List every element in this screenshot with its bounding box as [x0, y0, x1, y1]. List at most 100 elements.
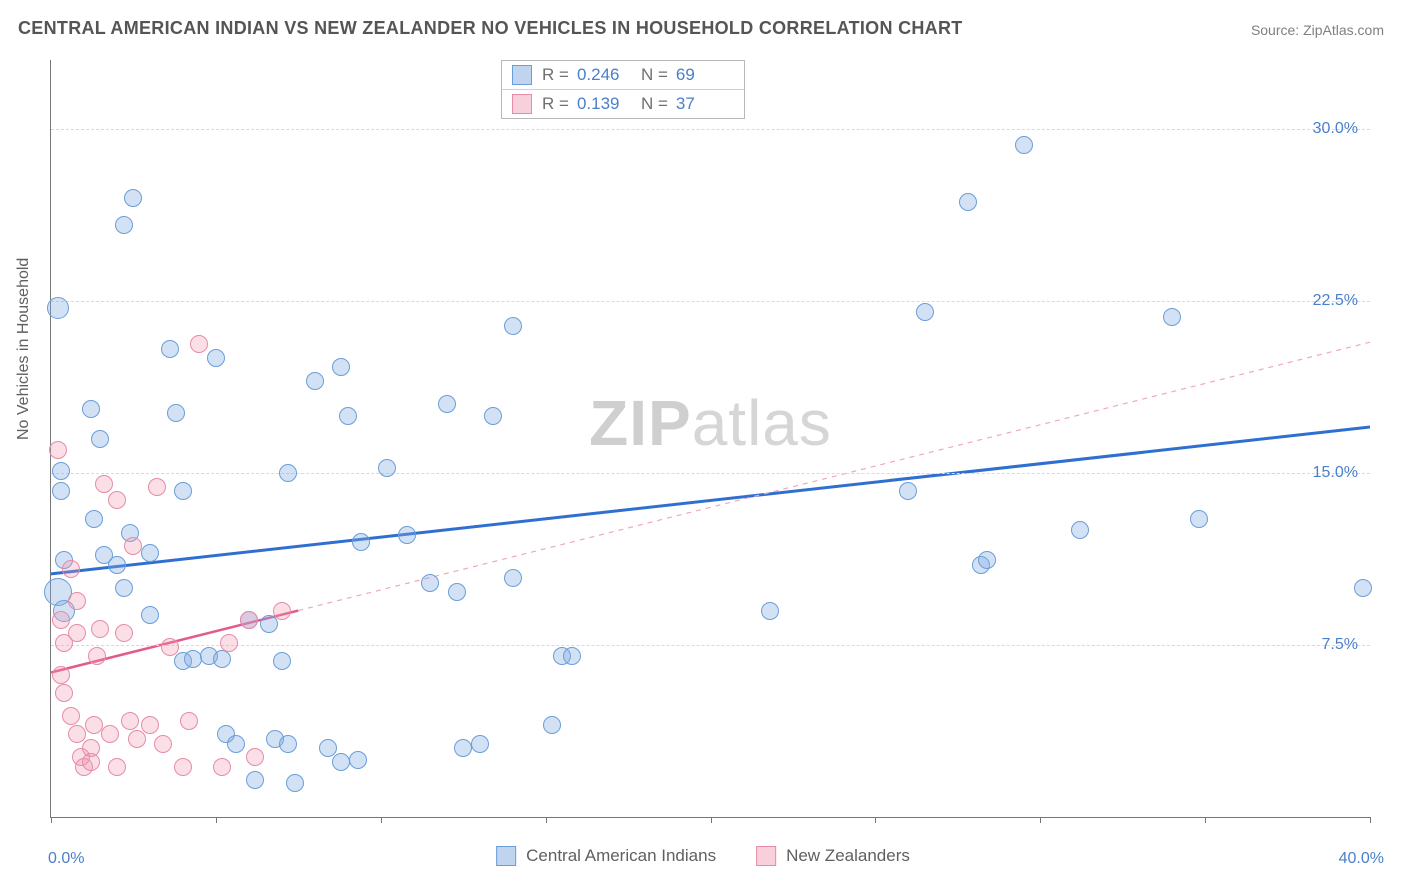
- scatter-point-nz: [108, 491, 126, 509]
- scatter-point-nz: [115, 624, 133, 642]
- stats-row-nz: R = 0.139 N = 37: [502, 89, 744, 118]
- scatter-point-nz: [95, 475, 113, 493]
- scatter-point-nz: [121, 712, 139, 730]
- legend-label: Central American Indians: [526, 846, 716, 866]
- r-label: R =: [542, 94, 569, 114]
- scatter-point-nz: [101, 725, 119, 743]
- scatter-point-cai: [279, 464, 297, 482]
- r-label: R =: [542, 65, 569, 85]
- scatter-point-cai: [398, 526, 416, 544]
- chart-title: CENTRAL AMERICAN INDIAN VS NEW ZEALANDER…: [18, 18, 963, 39]
- x-tick-mark: [875, 817, 876, 823]
- x-tick-mark: [51, 817, 52, 823]
- scatter-point-nz: [91, 620, 109, 638]
- scatter-point-cai: [543, 716, 561, 734]
- x-axis-max-label: 40.0%: [1339, 850, 1384, 868]
- scatter-point-cai: [332, 753, 350, 771]
- scatter-point-nz: [68, 592, 86, 610]
- scatter-point-cai: [504, 317, 522, 335]
- swatch-pink-icon: [756, 846, 776, 866]
- scatter-point-nz: [52, 666, 70, 684]
- scatter-point-cai: [761, 602, 779, 620]
- y-tick-label: 15.0%: [1313, 464, 1358, 482]
- n-label: N =: [641, 94, 668, 114]
- scatter-point-cai: [1015, 136, 1033, 154]
- scatter-point-cai: [246, 771, 264, 789]
- x-tick-mark: [711, 817, 712, 823]
- scatter-point-cai: [916, 303, 934, 321]
- scatter-point-nz: [246, 748, 264, 766]
- gridline: [51, 129, 1370, 130]
- scatter-point-cai: [141, 544, 159, 562]
- n-value: 69: [676, 65, 730, 85]
- n-value: 37: [676, 94, 730, 114]
- x-tick-mark: [1040, 817, 1041, 823]
- scatter-point-cai: [184, 650, 202, 668]
- scatter-point-nz: [128, 730, 146, 748]
- scatter-point-cai: [227, 735, 245, 753]
- scatter-point-nz: [124, 537, 142, 555]
- scatter-point-cai: [47, 297, 69, 319]
- scatter-point-cai: [306, 372, 324, 390]
- n-label: N =: [641, 65, 668, 85]
- scatter-point-nz: [55, 684, 73, 702]
- scatter-point-cai: [167, 404, 185, 422]
- scatter-point-cai: [1163, 308, 1181, 326]
- scatter-point-nz: [220, 634, 238, 652]
- scatter-point-cai: [141, 606, 159, 624]
- scatter-point-nz: [52, 611, 70, 629]
- gridline: [51, 301, 1370, 302]
- scatter-point-cai: [115, 216, 133, 234]
- scatter-point-nz: [49, 441, 67, 459]
- plot-area: ZIPatlas R = 0.246 N = 69 R = 0.139 N = …: [50, 60, 1370, 818]
- scatter-point-cai: [115, 579, 133, 597]
- gridline: [51, 645, 1370, 646]
- x-tick-mark: [546, 817, 547, 823]
- scatter-point-cai: [213, 650, 231, 668]
- scatter-point-cai: [124, 189, 142, 207]
- scatter-point-cai: [161, 340, 179, 358]
- scatter-point-cai: [108, 556, 126, 574]
- scatter-point-nz: [148, 478, 166, 496]
- scatter-point-cai: [339, 407, 357, 425]
- scatter-point-cai: [207, 349, 225, 367]
- scatter-point-cai: [454, 739, 472, 757]
- stats-box: R = 0.246 N = 69 R = 0.139 N = 37: [501, 60, 745, 119]
- scatter-point-nz: [154, 735, 172, 753]
- scatter-point-cai: [504, 569, 522, 587]
- y-axis-label: No Vehicles in Household: [15, 258, 33, 440]
- scatter-point-nz: [85, 716, 103, 734]
- scatter-point-cai: [959, 193, 977, 211]
- scatter-point-cai: [82, 400, 100, 418]
- scatter-point-cai: [279, 735, 297, 753]
- scatter-point-nz: [190, 335, 208, 353]
- scatter-point-cai: [484, 407, 502, 425]
- scatter-point-nz: [68, 624, 86, 642]
- swatch-blue-icon: [496, 846, 516, 866]
- chart-container: CENTRAL AMERICAN INDIAN VS NEW ZEALANDER…: [0, 0, 1406, 892]
- legend-label: New Zealanders: [786, 846, 910, 866]
- x-tick-mark: [216, 817, 217, 823]
- scatter-point-nz: [141, 716, 159, 734]
- scatter-point-cai: [421, 574, 439, 592]
- scatter-point-cai: [978, 551, 996, 569]
- legend-item-cai: Central American Indians: [496, 846, 716, 866]
- scatter-point-nz: [161, 638, 179, 656]
- scatter-point-cai: [1354, 579, 1372, 597]
- trend-line: [298, 342, 1370, 610]
- scatter-point-nz: [240, 611, 258, 629]
- scatter-point-nz: [174, 758, 192, 776]
- y-tick-label: 22.5%: [1313, 292, 1358, 310]
- scatter-point-nz: [88, 647, 106, 665]
- trend-lines-layer: [51, 60, 1370, 817]
- scatter-point-nz: [62, 560, 80, 578]
- gridline: [51, 473, 1370, 474]
- swatch-pink-icon: [512, 94, 532, 114]
- scatter-point-nz: [213, 758, 231, 776]
- scatter-point-nz: [82, 739, 100, 757]
- scatter-point-cai: [899, 482, 917, 500]
- scatter-point-nz: [273, 602, 291, 620]
- scatter-point-cai: [378, 459, 396, 477]
- swatch-blue-icon: [512, 65, 532, 85]
- scatter-point-cai: [1071, 521, 1089, 539]
